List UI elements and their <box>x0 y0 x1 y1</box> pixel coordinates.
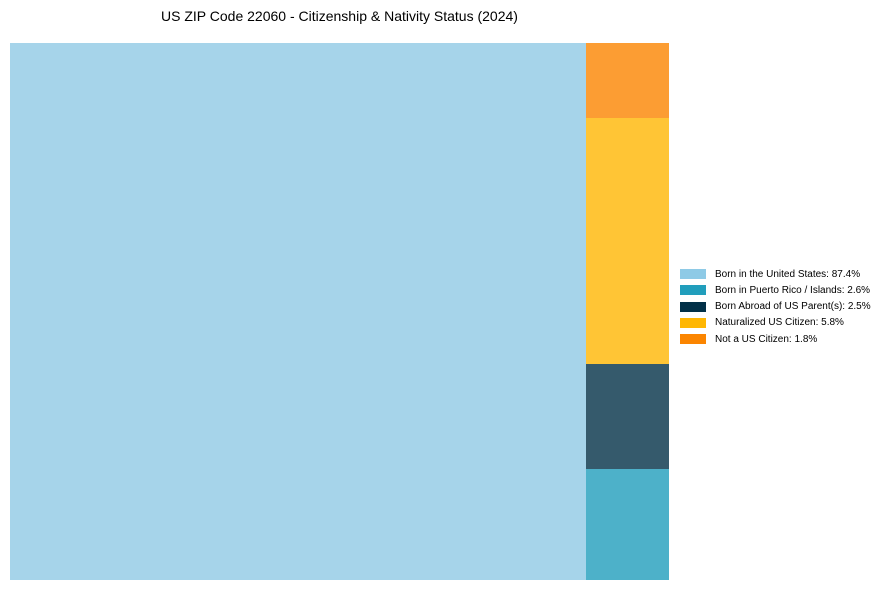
legend-item: Naturalized US Citizen: 5.8% <box>680 315 871 331</box>
legend-swatch <box>680 334 706 345</box>
legend-label: Born in the United States: 87.4% <box>715 268 861 280</box>
legend-item: Born in the United States: 87.4% <box>680 266 871 282</box>
legend-item: Born in Puerto Rico / Islands: 2.6% <box>680 282 871 298</box>
legend-label: Not a US Citizen: 1.8% <box>715 333 818 345</box>
legend-item: Not a US Citizen: 1.8% <box>680 331 871 347</box>
legend-label: Naturalized US Citizen: 5.8% <box>715 317 844 329</box>
tile-born-puerto-rico <box>586 469 669 580</box>
legend-item: Born Abroad of US Parent(s): 2.5% <box>680 299 871 315</box>
legend-label: Born in Puerto Rico / Islands: 2.6% <box>715 284 871 296</box>
legend-swatch <box>680 285 706 296</box>
treemap <box>10 43 669 580</box>
legend-swatch <box>680 269 706 279</box>
tile-born-in-us <box>10 43 586 580</box>
tile-not-us-citizen <box>586 43 669 118</box>
legend: Born in the United States: 87.4% Born in… <box>680 266 871 347</box>
legend-label: Born Abroad of US Parent(s): 2.5% <box>715 301 871 313</box>
legend-swatch <box>680 301 706 312</box>
tile-naturalized <box>586 118 669 364</box>
tile-born-abroad-us-parents <box>586 364 669 469</box>
legend-swatch <box>680 317 706 328</box>
chart-title: US ZIP Code 22060 - Citizenship & Nativi… <box>161 8 518 24</box>
